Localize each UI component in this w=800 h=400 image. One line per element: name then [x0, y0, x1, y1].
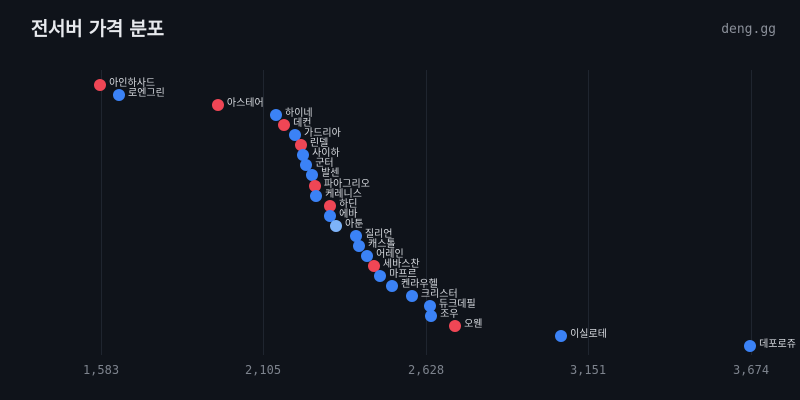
- point-label: 데컨: [293, 118, 312, 130]
- point-marker: [374, 270, 387, 282]
- point-marker: [297, 149, 310, 162]
- point-marker: [308, 179, 321, 192]
- point-marker: [353, 239, 365, 252]
- point-label: 아인하사드: [109, 78, 156, 89]
- point-marker: [386, 280, 398, 292]
- point-marker: [113, 89, 125, 101]
- point-marker: [367, 259, 380, 272]
- gridline: [588, 70, 589, 355]
- point-marker: [330, 219, 342, 232]
- point-marker: [211, 99, 224, 112]
- point-marker: [294, 139, 307, 152]
- point-label: 아툰: [345, 218, 364, 230]
- point-marker: [425, 310, 438, 323]
- point-label: 린델: [309, 138, 329, 150]
- point-label: 아스테어: [226, 98, 264, 110]
- point-label: 케레니스: [325, 188, 362, 200]
- point-marker: [270, 109, 282, 122]
- chart-title: 전서버 가격 분포: [31, 18, 164, 40]
- point-marker: [361, 249, 374, 262]
- point-label: 군터: [315, 158, 334, 170]
- gridline: [101, 70, 102, 355]
- point-label: 로엔그린: [128, 88, 165, 99]
- x-tick-label: 3,674: [732, 363, 770, 377]
- point-label: 하이네: [285, 108, 313, 120]
- point-marker: [349, 229, 362, 242]
- point-label: 조우: [440, 309, 459, 321]
- point-label: 세바스찬: [382, 258, 420, 270]
- point-label: 오웬: [464, 319, 483, 331]
- point-marker: [744, 340, 757, 353]
- point-label: 데포로쥬: [759, 339, 796, 351]
- point-marker: [449, 320, 462, 333]
- point-label: 마프르: [389, 269, 417, 280]
- point-marker: [555, 330, 568, 343]
- x-tick-label: 2,628: [407, 363, 445, 377]
- point-marker: [405, 290, 418, 303]
- point-label: 켄라우헬: [401, 279, 438, 290]
- point-marker: [324, 199, 337, 212]
- x-tick-label: 1,583: [82, 363, 120, 377]
- point-marker: [278, 119, 291, 132]
- gridline: [263, 70, 264, 355]
- brand-label: deng.gg: [721, 22, 776, 37]
- point-label: 듀크데필: [438, 299, 476, 311]
- point-label: 에바: [339, 208, 358, 220]
- point-marker: [310, 189, 323, 202]
- point-label: 이실로테: [570, 329, 607, 341]
- point-label: 발센: [321, 168, 340, 180]
- point-marker: [423, 300, 436, 313]
- point-label: 가드리아: [304, 128, 341, 140]
- x-tick-label: 3,151: [569, 363, 607, 377]
- point-label: 사이하: [312, 148, 340, 160]
- x-tick-label: 2,105: [244, 363, 282, 377]
- point-marker: [289, 129, 301, 142]
- point-label: 파아그리오: [323, 178, 370, 190]
- point-label: 캐스톨: [368, 238, 396, 250]
- point-label: 크리스터: [420, 289, 458, 301]
- point-label: 어레인: [376, 248, 404, 260]
- point-marker: [300, 159, 313, 172]
- point-marker: [306, 169, 319, 182]
- gridline: [751, 70, 752, 355]
- point-marker: [324, 209, 337, 222]
- point-marker: [94, 79, 107, 91]
- point-label: 하딘: [339, 198, 358, 210]
- gridline: [426, 70, 427, 355]
- point-label: 질리언: [364, 228, 393, 240]
